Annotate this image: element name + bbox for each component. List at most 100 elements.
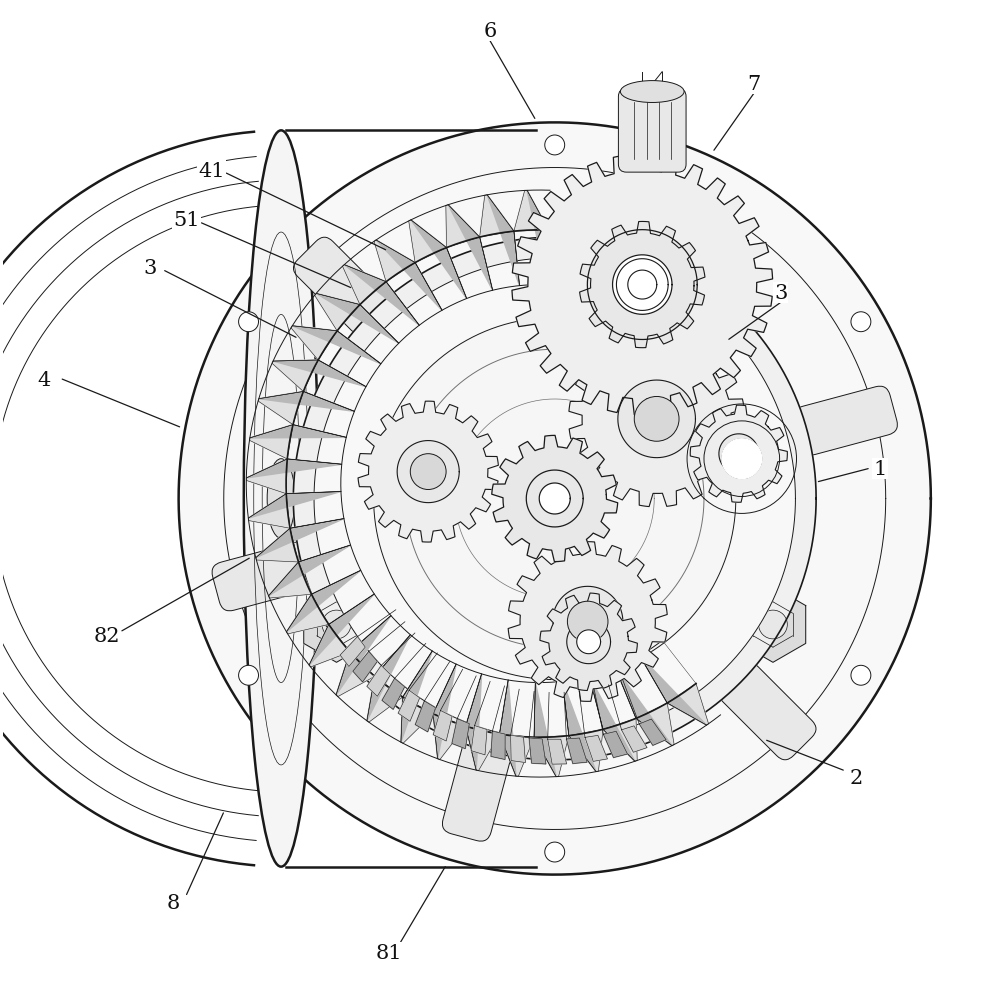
Polygon shape [589, 677, 635, 761]
Circle shape [545, 136, 565, 156]
Polygon shape [622, 727, 647, 752]
Polygon shape [471, 726, 487, 755]
Polygon shape [433, 714, 466, 759]
Polygon shape [293, 238, 816, 760]
Polygon shape [291, 326, 337, 361]
Polygon shape [314, 258, 795, 740]
Polygon shape [636, 399, 678, 440]
Polygon shape [480, 196, 514, 238]
Polygon shape [433, 664, 456, 759]
Circle shape [239, 312, 258, 332]
Polygon shape [272, 361, 318, 392]
Polygon shape [534, 736, 569, 777]
Polygon shape [273, 361, 366, 388]
Polygon shape [286, 571, 361, 632]
Polygon shape [401, 698, 433, 744]
Polygon shape [603, 719, 637, 761]
Polygon shape [315, 294, 360, 332]
FancyBboxPatch shape [442, 738, 511, 841]
Polygon shape [616, 259, 668, 311]
Circle shape [634, 397, 679, 441]
Polygon shape [398, 691, 420, 722]
Polygon shape [374, 241, 415, 282]
Ellipse shape [620, 82, 684, 103]
FancyBboxPatch shape [719, 663, 816, 760]
Polygon shape [309, 594, 374, 665]
Polygon shape [722, 439, 762, 479]
Polygon shape [566, 739, 587, 763]
Circle shape [749, 564, 789, 603]
Polygon shape [492, 436, 618, 562]
Polygon shape [636, 704, 674, 746]
Polygon shape [548, 740, 567, 764]
Text: 51: 51 [173, 211, 200, 231]
Text: 2: 2 [850, 767, 863, 787]
Polygon shape [540, 593, 637, 691]
Circle shape [545, 842, 565, 862]
Polygon shape [249, 425, 293, 459]
Polygon shape [526, 470, 583, 528]
FancyBboxPatch shape [293, 238, 391, 335]
Text: 4: 4 [38, 370, 51, 390]
Polygon shape [577, 630, 601, 654]
Polygon shape [499, 680, 516, 776]
Polygon shape [499, 735, 534, 776]
Polygon shape [269, 563, 311, 598]
Polygon shape [587, 231, 697, 340]
Polygon shape [511, 736, 525, 762]
Polygon shape [397, 441, 459, 503]
Polygon shape [569, 730, 603, 772]
Polygon shape [367, 677, 403, 723]
Polygon shape [613, 255, 672, 315]
Polygon shape [446, 206, 480, 248]
Polygon shape [448, 206, 493, 291]
Polygon shape [615, 668, 672, 746]
Polygon shape [466, 674, 482, 770]
Polygon shape [382, 679, 405, 710]
Text: 7: 7 [747, 75, 760, 94]
Polygon shape [316, 294, 399, 344]
Circle shape [567, 601, 608, 642]
Polygon shape [639, 720, 666, 746]
Polygon shape [728, 443, 750, 465]
Polygon shape [569, 603, 607, 641]
Polygon shape [411, 221, 467, 299]
Polygon shape [563, 682, 596, 772]
Polygon shape [256, 529, 298, 563]
Polygon shape [256, 519, 344, 558]
Polygon shape [640, 656, 707, 726]
Polygon shape [667, 684, 709, 726]
FancyBboxPatch shape [793, 387, 897, 455]
Polygon shape [411, 455, 445, 489]
Polygon shape [259, 392, 354, 412]
Polygon shape [690, 406, 787, 503]
Circle shape [595, 673, 634, 713]
Text: 1: 1 [873, 459, 887, 479]
Polygon shape [409, 221, 447, 263]
Polygon shape [569, 332, 744, 507]
Polygon shape [567, 620, 611, 664]
Polygon shape [258, 392, 303, 425]
Polygon shape [433, 711, 452, 742]
Polygon shape [585, 736, 607, 761]
Polygon shape [246, 459, 287, 494]
Text: 41: 41 [198, 161, 225, 181]
Text: 6: 6 [483, 22, 497, 42]
Polygon shape [466, 727, 499, 770]
Polygon shape [367, 666, 391, 697]
Polygon shape [269, 546, 351, 596]
Ellipse shape [267, 459, 295, 539]
Polygon shape [553, 586, 623, 657]
Polygon shape [514, 191, 549, 232]
Circle shape [322, 610, 351, 639]
Ellipse shape [244, 131, 318, 867]
Polygon shape [248, 492, 341, 519]
Polygon shape [304, 587, 369, 663]
Polygon shape [342, 265, 386, 305]
Polygon shape [534, 683, 556, 777]
Polygon shape [367, 635, 410, 721]
Polygon shape [415, 701, 436, 733]
Polygon shape [508, 542, 667, 702]
Circle shape [759, 610, 787, 639]
Polygon shape [336, 616, 391, 695]
